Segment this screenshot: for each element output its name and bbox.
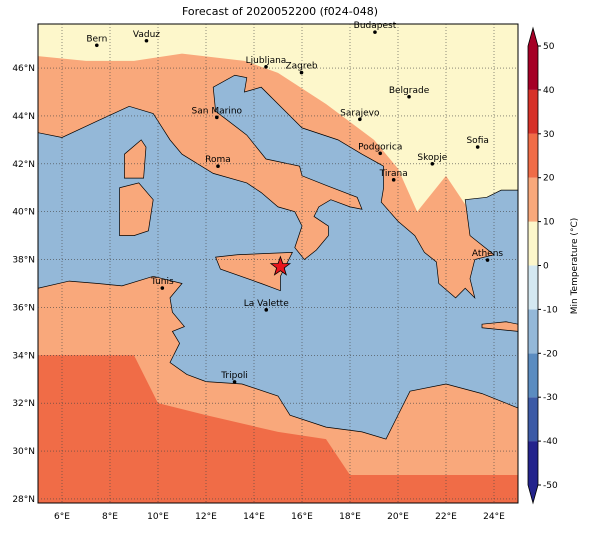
lat-tick-label: 32°N	[12, 399, 35, 409]
city-label: La Valette	[244, 299, 289, 309]
lon-tick-label: 18°E	[339, 512, 361, 522]
city-label: San Marino	[192, 106, 243, 116]
lat-tick-label: 42°N	[12, 160, 35, 170]
colorbar-band	[528, 221, 538, 266]
city-dot	[232, 380, 237, 384]
map	[38, 24, 518, 503]
colorbar-label: Min Temperature (°C)	[570, 218, 580, 315]
crete	[481, 321, 518, 332]
city-label: Athens	[472, 249, 503, 259]
colorbar-extend-bottom	[528, 485, 538, 503]
lat-tick-label: 36°N	[12, 303, 35, 313]
colorbar-tick-label: 40	[543, 86, 555, 96]
city-label: Budapest	[354, 21, 397, 31]
lon-tick-label: 14°E	[243, 512, 265, 522]
colorbar-band	[528, 441, 538, 485]
colorbar-band	[528, 397, 538, 442]
city-dot	[475, 145, 480, 149]
city-dot	[299, 70, 304, 75]
city-dot	[373, 30, 377, 34]
lon-tick-label: 22°E	[435, 512, 457, 522]
lon-tick-label: 20°E	[387, 512, 409, 522]
colorbar-band	[528, 265, 538, 310]
lat-tick-label: 46°N	[12, 64, 35, 74]
hot-land	[38, 355, 518, 503]
city-label: Vaduz	[133, 30, 160, 40]
colorbar-band	[528, 353, 538, 398]
city-dot	[378, 151, 383, 156]
colorbar-tick-label: -10	[543, 305, 558, 315]
city-label: Roma	[205, 155, 231, 165]
city-dot	[407, 94, 411, 99]
lat-tick-label: 40°N	[12, 208, 35, 218]
lat-tick-label: 38°N	[12, 256, 35, 266]
lon-tick-label: 24°E	[483, 512, 505, 522]
city-label: Tirana	[379, 169, 408, 179]
colorbar-tick-label: 30	[543, 130, 555, 140]
city-dot	[215, 115, 219, 120]
colorbar-band	[528, 309, 538, 354]
colorbar-band	[528, 89, 538, 134]
lat-tick-label: 28°N	[12, 495, 35, 505]
city-dot	[264, 65, 268, 69]
colorbar-tick-label: 50	[543, 42, 555, 52]
corsica	[124, 139, 147, 179]
colorbar-band	[528, 133, 538, 178]
colorbar-band	[528, 177, 538, 222]
city-dot	[144, 38, 149, 43]
lon-tick-label: 6°E	[54, 512, 70, 522]
lat-tick-label: 44°N	[12, 112, 35, 122]
city-label: Sarajevo	[340, 108, 380, 118]
city-label: Sofia	[466, 136, 488, 146]
city-dot	[391, 178, 396, 182]
city-label: Skopje	[417, 153, 447, 163]
city-dot	[160, 286, 165, 290]
sardinia	[119, 182, 154, 236]
lat-tick-label: 30°N	[12, 447, 35, 457]
lon-tick-label: 10°E	[147, 512, 169, 522]
city-dot	[358, 117, 362, 122]
location-star	[269, 255, 292, 276]
lon-tick-label: 8°E	[102, 512, 118, 522]
city-label: Bern	[86, 34, 107, 44]
city-label: Podgorica	[358, 142, 402, 152]
city-dot	[485, 258, 490, 262]
lat-tick-label: 34°N	[12, 351, 35, 361]
city-dot	[264, 308, 269, 312]
city-dot	[430, 161, 435, 166]
lon-tick-label: 12°E	[195, 512, 217, 522]
map-frame	[37, 23, 519, 504]
city-label: Tunis	[150, 277, 174, 287]
colorbar-tick-label: 10	[543, 218, 555, 228]
city-label: Belgrade	[389, 86, 430, 96]
colorbar-band	[528, 46, 538, 90]
colorbar-tick-label: -30	[543, 393, 558, 403]
lon-tick-label: 16°E	[291, 512, 313, 522]
colorbar-tick-label: -40	[543, 437, 558, 447]
mild-land	[38, 24, 518, 212]
city-label: Tripoli	[220, 371, 248, 381]
city-dot	[95, 43, 99, 48]
city-label: Ljubljana	[246, 56, 287, 66]
colorbar-tick-label: -50	[543, 481, 558, 491]
colorbar-tick-label: 0	[543, 262, 549, 272]
colorbar-tick-label: 20	[543, 174, 555, 184]
city-label: Zagreb	[285, 62, 317, 72]
city-dot	[216, 164, 220, 168]
sicily	[215, 251, 293, 292]
colorbar-tick-label: -20	[543, 349, 558, 359]
colorbar-extend-top	[528, 28, 538, 46]
title: Forecast of 2020052200 (f024-048)	[182, 5, 378, 18]
